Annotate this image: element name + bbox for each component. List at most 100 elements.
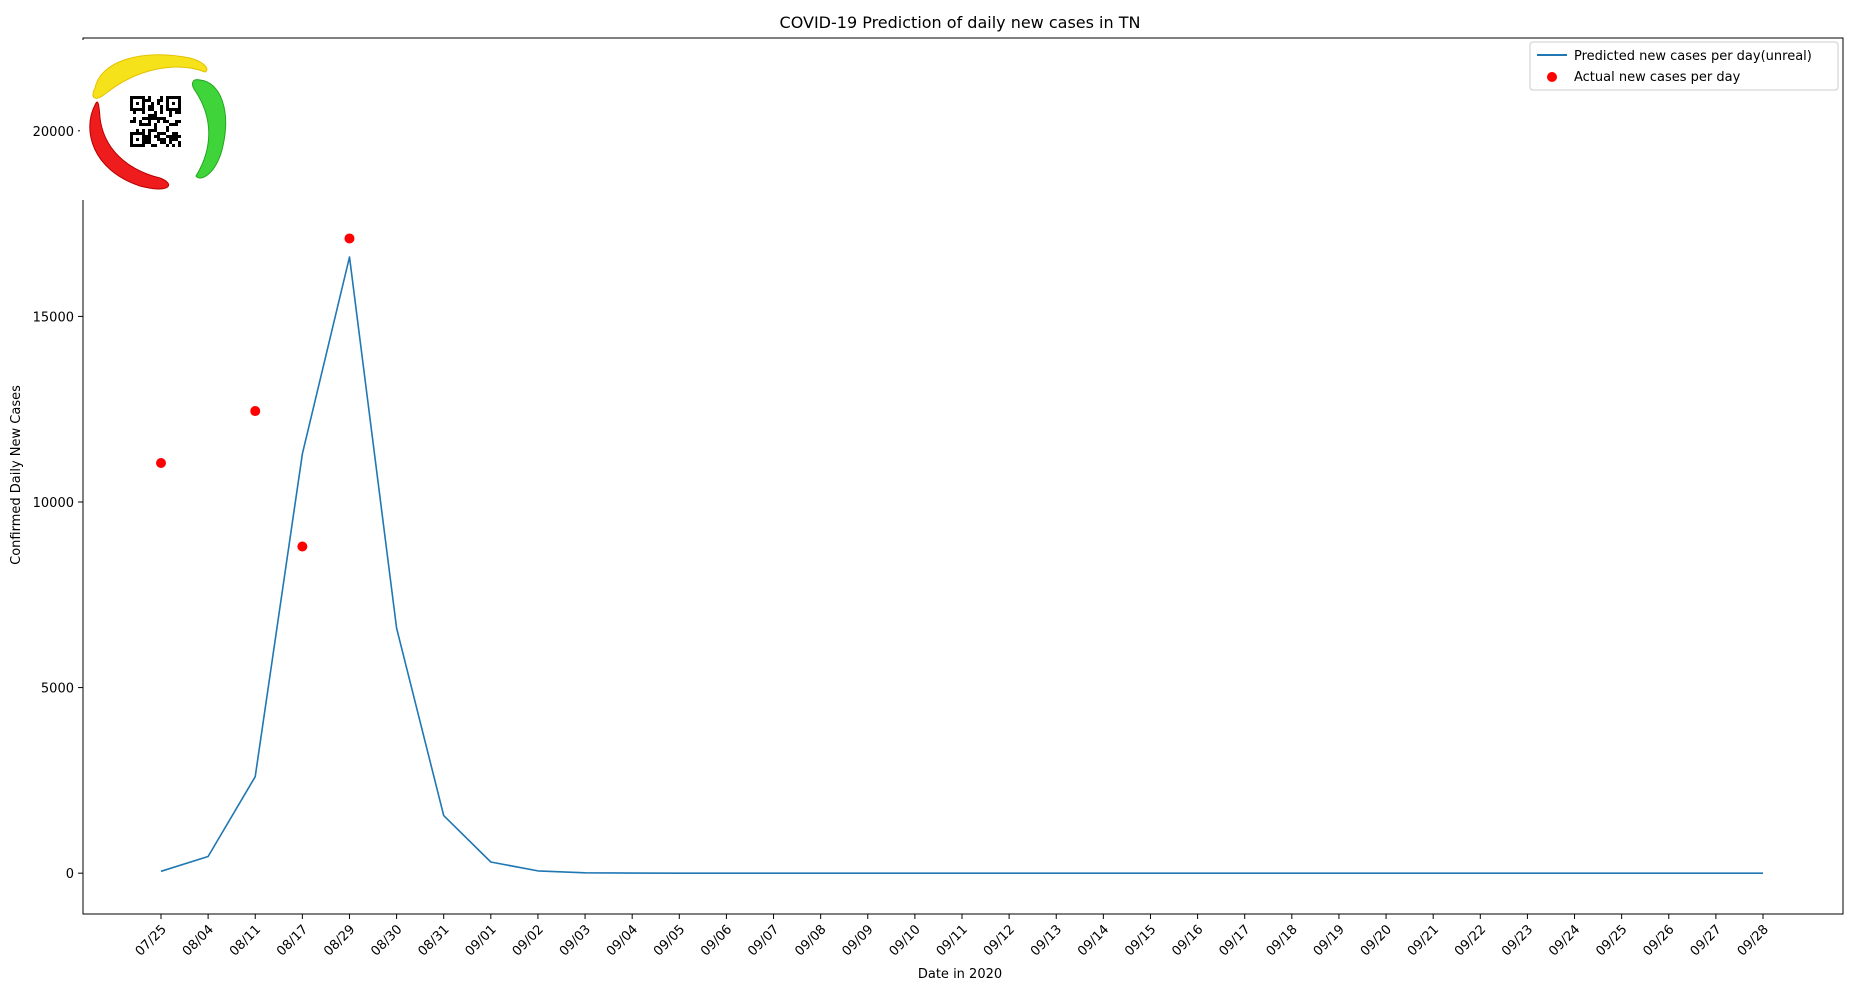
qr-module <box>178 120 181 123</box>
qr-module <box>178 111 181 114</box>
legend: Predicted new cases per day(unreal) Actu… <box>1529 41 1839 91</box>
qr-module <box>160 132 163 135</box>
qr-module <box>172 132 175 135</box>
qr-module <box>175 123 178 126</box>
qr-module <box>151 144 154 147</box>
data-point-actual <box>250 406 261 417</box>
qr-module <box>154 135 157 138</box>
qr-module <box>142 129 145 132</box>
qr-module <box>151 117 154 120</box>
y-tick-label: 10000 <box>33 496 74 511</box>
qr-finder-center <box>136 138 139 141</box>
qr-finder-center <box>172 102 175 105</box>
logo-emblem <box>80 40 240 200</box>
qr-module <box>154 111 157 114</box>
qr-module <box>157 138 160 141</box>
qr-module <box>154 123 157 126</box>
qr-module <box>136 129 139 132</box>
data-point-actual <box>156 458 166 469</box>
y-axis: 0 5000 10000 15000 20000 <box>33 125 83 882</box>
qr-module <box>142 117 145 120</box>
legend-label-actual: Actual new cases per day <box>1574 70 1741 85</box>
qr-module <box>139 120 142 123</box>
qr-module <box>172 123 175 126</box>
qr-module <box>151 114 154 117</box>
qr-module <box>148 138 151 141</box>
qr-module <box>151 129 154 132</box>
qr-module <box>145 138 148 141</box>
qr-module <box>157 120 160 123</box>
qr-module <box>175 138 178 141</box>
qr-module <box>169 138 172 141</box>
qr-module <box>178 141 181 144</box>
qr-module <box>151 108 154 111</box>
qr-module <box>160 138 163 141</box>
qr-module <box>148 120 151 123</box>
qr-module <box>175 111 178 114</box>
y-tick-label: 20000 <box>33 125 74 140</box>
legend-label-predicted: Predicted new cases per day(unreal) <box>1574 49 1812 64</box>
y-axis-label: Confirmed Daily New Cases <box>9 385 24 565</box>
qr-module <box>133 117 136 120</box>
qr-module <box>169 135 172 138</box>
qr-module <box>145 99 148 102</box>
qr-module <box>148 132 151 135</box>
qr-module <box>145 117 148 120</box>
qr-module <box>160 105 163 108</box>
qr-module <box>130 120 133 123</box>
qr-module <box>172 138 175 141</box>
qr-module <box>157 99 160 102</box>
qr-module <box>172 144 175 147</box>
qr-module <box>160 141 163 144</box>
qr-module <box>154 129 157 132</box>
qr-module <box>133 120 136 123</box>
qr-module <box>157 102 160 105</box>
data-point-actual <box>344 233 355 244</box>
qr-code <box>130 96 181 147</box>
qr-module <box>142 123 145 126</box>
qr-module <box>145 135 148 138</box>
qr-module <box>166 120 169 123</box>
qr-module <box>160 108 163 111</box>
qr-module <box>163 132 166 135</box>
qr-module <box>163 141 166 144</box>
qr-module <box>148 99 151 102</box>
qr-module <box>175 120 178 123</box>
qr-module <box>163 120 166 123</box>
qr-module <box>166 129 169 132</box>
qr-module <box>151 105 154 108</box>
qr-module <box>154 126 157 129</box>
qr-module <box>148 135 151 138</box>
plot-area <box>82 37 1844 915</box>
qr-module <box>166 144 169 147</box>
qr-module <box>169 123 172 126</box>
qr-module <box>145 123 148 126</box>
qr-module <box>148 105 151 108</box>
qr-module <box>160 111 163 114</box>
plot-frame <box>82 37 1844 915</box>
qr-module <box>148 96 151 99</box>
series-layer <box>156 233 1763 875</box>
series-line-predicted <box>160 256 1763 875</box>
y-tick-label: 0 <box>66 867 74 882</box>
qr-module <box>148 114 151 117</box>
legend-box <box>1529 41 1839 91</box>
qr-module <box>172 135 175 138</box>
qr-module <box>163 117 166 120</box>
qr-module <box>166 135 169 138</box>
data-point-actual <box>297 541 308 552</box>
qr-module <box>169 111 172 114</box>
qr-module <box>133 111 136 114</box>
qr-module <box>148 129 151 132</box>
y-tick-label: 15000 <box>33 310 74 325</box>
qr-module <box>169 114 172 117</box>
qr-module <box>145 141 148 144</box>
qr-module <box>160 96 163 99</box>
qr-module <box>154 117 157 120</box>
y-tick-label: 5000 <box>41 682 74 697</box>
qr-module <box>166 126 169 129</box>
qr-finder-center <box>136 102 139 105</box>
qr-module <box>148 108 151 111</box>
